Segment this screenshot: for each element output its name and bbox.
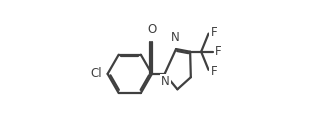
Text: N: N (171, 31, 180, 44)
Text: N: N (161, 75, 170, 88)
Text: O: O (147, 23, 157, 36)
Text: F: F (211, 65, 217, 78)
Text: F: F (215, 45, 221, 58)
Text: F: F (211, 26, 217, 39)
Text: Cl: Cl (91, 67, 102, 80)
